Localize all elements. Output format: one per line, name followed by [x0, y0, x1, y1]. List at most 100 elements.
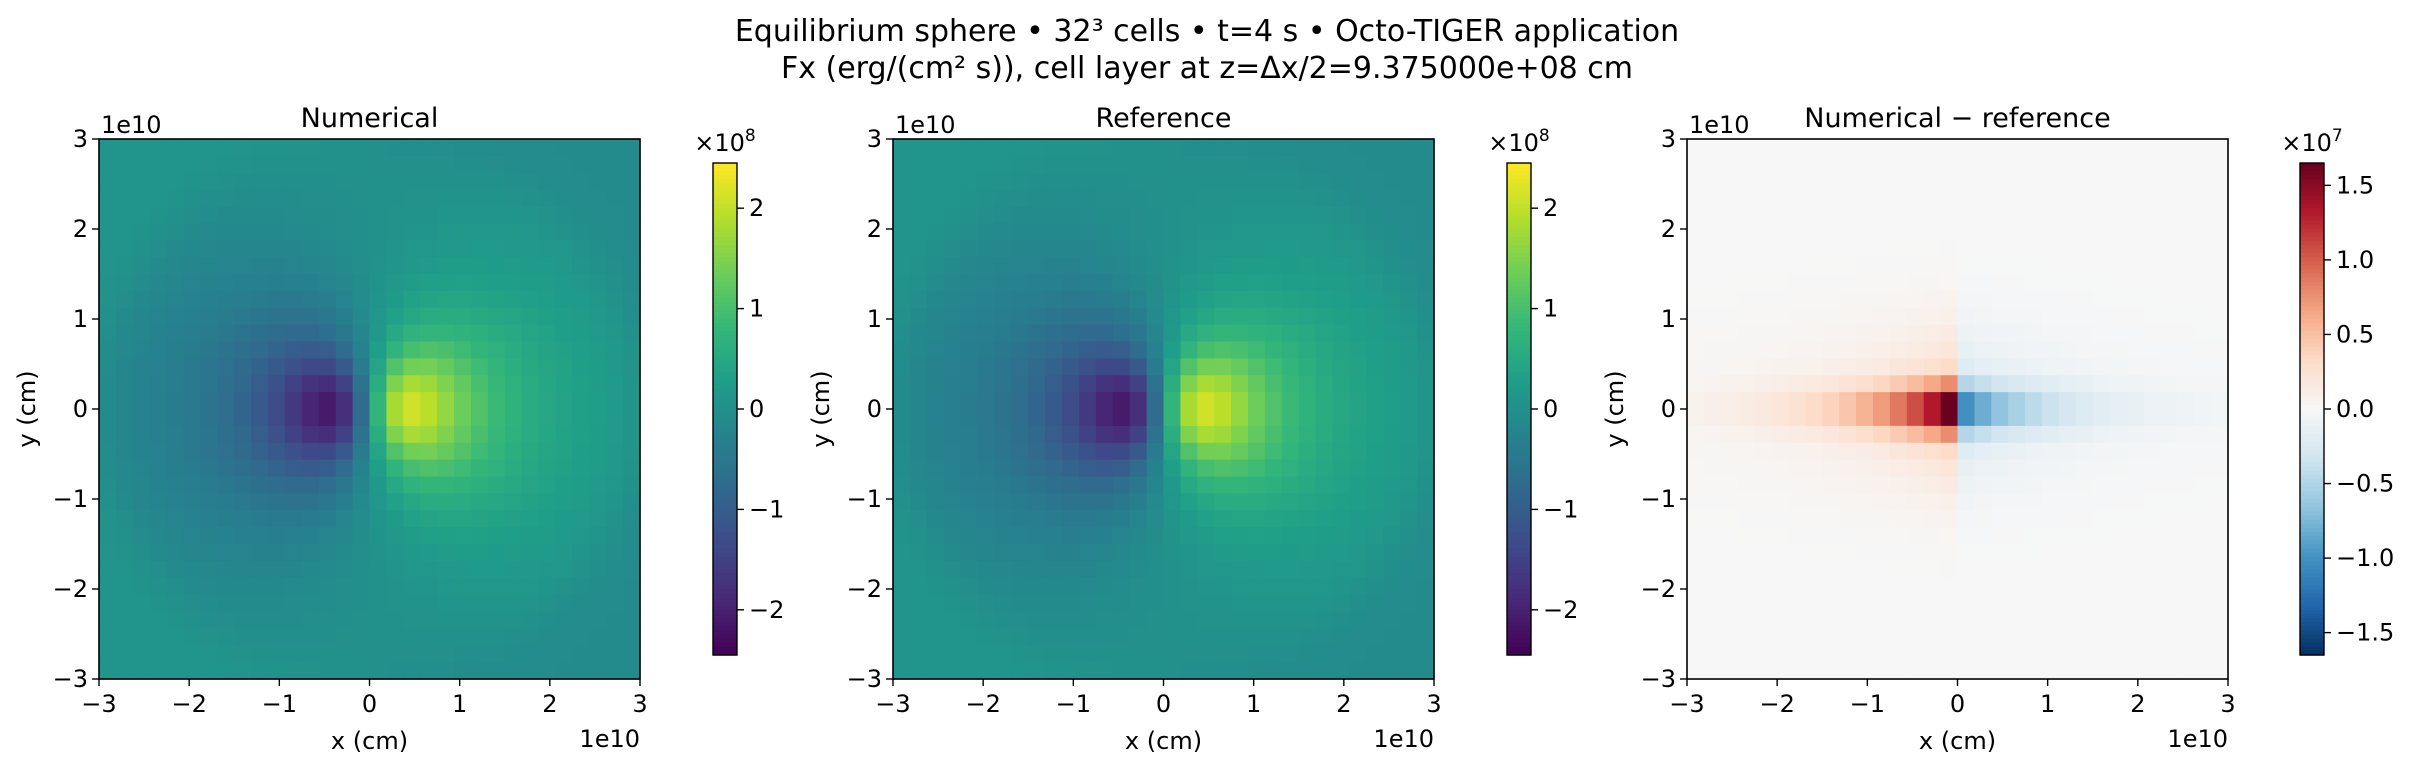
heatmap-cell — [301, 594, 320, 613]
heatmap-cell — [943, 459, 962, 478]
heatmap-cell — [2058, 139, 2077, 157]
heatmap-cell — [606, 155, 624, 174]
heatmap-cell — [1906, 611, 1925, 629]
heatmap-cell — [2143, 257, 2161, 275]
heatmap-cell — [386, 510, 404, 528]
heatmap-cell — [926, 662, 945, 680]
heatmap-cell — [420, 257, 438, 275]
heatmap-cell — [994, 206, 1012, 224]
heatmap-cell — [1214, 206, 1232, 224]
heatmap-cell — [301, 139, 320, 157]
heatmap-cell — [1839, 577, 1857, 596]
heatmap-cell — [1231, 476, 1249, 494]
heatmap-cell — [1197, 459, 1215, 478]
heatmap-cell — [200, 560, 218, 579]
heatmap-cell — [1839, 223, 1857, 241]
heatmap-cell — [1045, 172, 1063, 191]
heatmap-cell — [1112, 577, 1131, 596]
heatmap-cell — [420, 274, 438, 292]
heatmap-cell — [2025, 577, 2043, 596]
heatmap-cell — [1078, 662, 1097, 680]
colorbar-segment — [1507, 642, 1531, 648]
heatmap-cell — [251, 560, 269, 579]
heatmap-cell — [1687, 223, 1705, 241]
heatmap-cell — [1906, 223, 1925, 241]
heatmap-cell — [1062, 206, 1080, 224]
colorbar-segment — [713, 302, 737, 308]
heatmap-cell — [149, 476, 168, 494]
heatmap-cell — [2177, 257, 2195, 275]
heatmap-cell — [1146, 527, 1165, 545]
colorbar-segment — [713, 568, 737, 574]
heatmap-cell — [1383, 223, 1401, 241]
heatmap-cell — [1095, 341, 1114, 359]
heatmap-cell — [251, 290, 269, 309]
heatmap-cell — [2160, 375, 2178, 393]
heatmap-cell — [318, 274, 337, 292]
heatmap-cell — [1315, 307, 1334, 326]
heatmap-cell — [403, 155, 421, 174]
heatmap-cell — [1771, 274, 1790, 292]
heatmap-cell — [1889, 324, 1908, 343]
heatmap-cell — [437, 375, 455, 393]
heatmap-cell — [572, 375, 590, 393]
heatmap-cell — [268, 577, 286, 596]
heatmap-cell — [1417, 172, 1435, 191]
heatmap-cell — [200, 358, 218, 376]
colorbar-segment — [713, 503, 737, 508]
heatmap-cell — [1062, 375, 1080, 393]
heatmap-cell — [1737, 223, 1756, 241]
heatmap-cell — [1078, 527, 1097, 545]
heatmap-cell — [1163, 594, 1182, 613]
heatmap-cell — [1281, 358, 1300, 376]
heatmap-cell — [1231, 510, 1249, 528]
heatmap-cell — [1754, 139, 1773, 157]
heatmap-cell — [369, 476, 388, 494]
heatmap-cell — [1129, 476, 1148, 494]
heatmap-cell — [1129, 392, 1148, 410]
heatmap-cell — [2160, 442, 2178, 461]
heatmap-cell — [234, 459, 252, 478]
heatmap-cell — [149, 560, 168, 579]
heatmap-cell — [1095, 425, 1114, 444]
heatmap-cell — [1180, 662, 1198, 680]
heatmap-cell — [1011, 155, 1029, 174]
heatmap-cell — [1197, 409, 1215, 427]
colorbar-segment — [713, 474, 737, 480]
heatmap-cell — [149, 358, 168, 376]
colorbar-segment — [2300, 240, 2324, 246]
colorbar-segment — [1507, 253, 1531, 258]
heatmap-cell — [1197, 611, 1215, 629]
heatmap-cell — [301, 257, 320, 275]
heatmap-cell — [2075, 510, 2094, 528]
heatmap-cell — [606, 274, 624, 292]
heatmap-cell — [589, 459, 607, 478]
heatmap-cell — [893, 425, 911, 444]
heatmap-cell — [487, 476, 506, 494]
heatmap-cell — [1737, 459, 1756, 478]
heatmap-cell — [99, 577, 117, 596]
heatmap-cell — [1129, 172, 1148, 191]
heatmap-cell — [352, 527, 371, 545]
heatmap-cell — [1771, 594, 1790, 613]
heatmap-cell — [1028, 189, 1046, 208]
heatmap-cell — [149, 223, 168, 241]
colorbar-segment — [2300, 552, 2324, 558]
colorbar-segment — [713, 220, 737, 226]
heatmap-cell — [284, 155, 303, 174]
heatmap-cell — [589, 560, 607, 579]
heatmap-cell — [1231, 274, 1249, 292]
heatmap-cell — [1078, 560, 1097, 579]
heatmap-cell — [217, 240, 235, 258]
heatmap-cell — [1687, 341, 1705, 359]
heatmap-cell — [183, 459, 202, 478]
heatmap-cell — [1856, 206, 1874, 224]
heatmap-cell — [1062, 493, 1080, 511]
heatmap-cell — [1180, 645, 1198, 663]
heatmap-cell — [420, 611, 438, 629]
heatmap-cell — [437, 409, 455, 427]
heatmap-cell — [977, 662, 996, 680]
heatmap-cell — [2025, 611, 2043, 629]
heatmap-cell — [1281, 240, 1300, 258]
colorbar-segment — [2300, 560, 2324, 566]
